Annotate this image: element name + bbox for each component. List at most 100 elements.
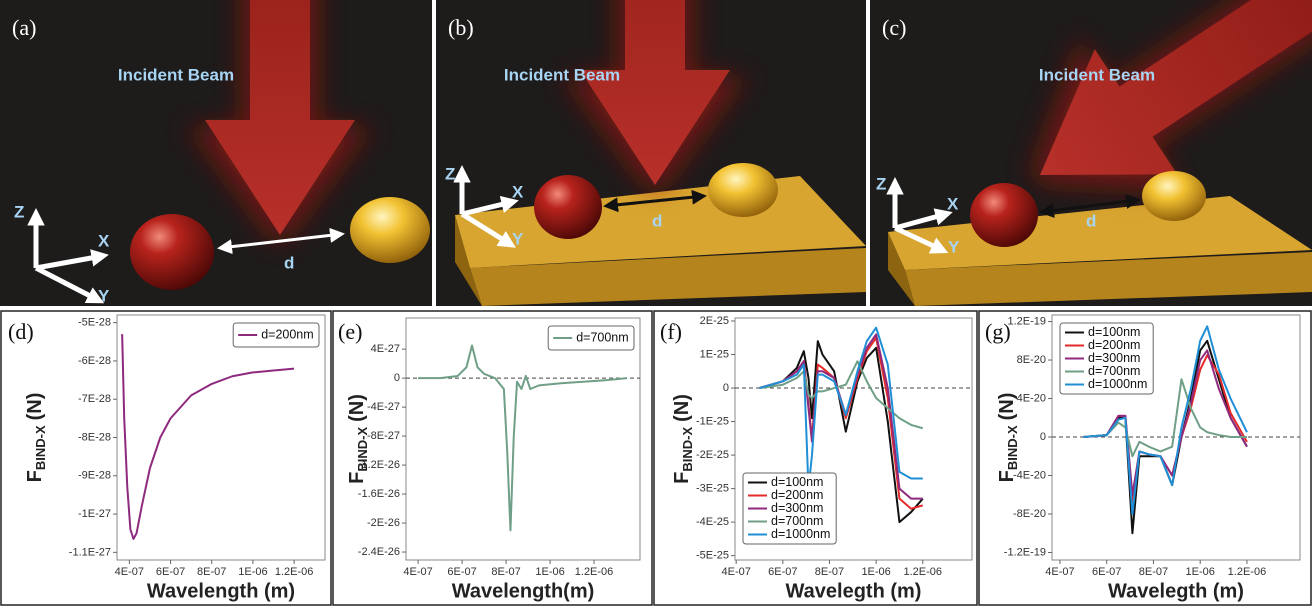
y-tick-label: -2E-26: [367, 517, 400, 529]
x-tick-label: 8E-07: [815, 566, 844, 578]
beam-label: Incident Beam: [504, 65, 620, 84]
x-tick-label: 1E-06: [861, 566, 890, 578]
y-tick-label: -7E-28: [78, 393, 111, 405]
legend: d=200nm: [233, 323, 319, 347]
y-tick-label: -2E-25: [696, 449, 729, 461]
panel-b: Z X Y d Incident Beam (b): [436, 0, 866, 306]
y-axis-label: FBIND-X (N): [24, 393, 48, 483]
legend-label: d=1000nm: [1088, 377, 1147, 391]
y-tick-label: 8E-20: [1017, 354, 1046, 366]
x-tick-label: 6E-07: [768, 566, 797, 578]
axis-x: X: [512, 182, 524, 201]
axis-z: Z: [14, 202, 24, 221]
axis-y: Y: [98, 286, 110, 305]
y-tick-label: 0: [394, 372, 400, 384]
y-tick-label: -2.4E-26: [358, 546, 400, 558]
y-tick-label: -1E-25: [696, 415, 729, 427]
y-tick-label: -5E-25: [696, 550, 729, 562]
x-tick-label: 1E-06: [1186, 566, 1215, 578]
y-tick-label: -3E-25: [696, 483, 729, 495]
legend-label: d=300nm: [771, 501, 823, 515]
gap-label: d: [284, 253, 294, 272]
y-tick-label: -1.2E-19: [1004, 546, 1046, 558]
y-label-symbol: F: [996, 470, 1018, 482]
axis-x: X: [98, 231, 110, 250]
beam-label: Incident Beam: [118, 65, 234, 84]
gold-particle: [1142, 171, 1206, 221]
legend-label: d=700nm: [576, 330, 628, 344]
y-tick-label: -5E-28: [78, 317, 111, 329]
chart: (d) -5E-28 -6E-28 -7E-28 -8E-28 -9E-28 -1E-27 -…: [8, 315, 325, 602]
series-line: [418, 346, 627, 531]
y-label-unit: (N): [346, 394, 368, 422]
beam-label: Incident Beam: [1039, 65, 1155, 84]
panel-a: Z X Y d Incident Beam (a): [0, 0, 432, 306]
x-axis-label: Wavelegth (m): [786, 580, 922, 602]
panel-label: (b): [448, 15, 474, 40]
x-tick-label: 1.2E-06: [904, 566, 943, 578]
series-line: [759, 361, 922, 428]
plot-frame: [117, 315, 325, 560]
legend-label: d=100nm: [771, 475, 823, 489]
x-tick-label: 4E-07: [1045, 566, 1074, 578]
legend-label: d=1000nm: [771, 527, 830, 541]
y-axis-label: FBIND-X (N): [996, 393, 1020, 483]
x-tick-label: 1.2E-06: [1228, 566, 1267, 578]
y-label-subscript: BIND-X: [680, 427, 695, 472]
y-label-subscript: BIND-X: [1005, 425, 1020, 470]
x-tick-label: 8E-07: [1139, 566, 1168, 578]
axis-x: X: [947, 194, 959, 213]
y-axis-label: FBIND-X(N): [346, 394, 370, 484]
y-tick-label: 4E-20: [1017, 392, 1046, 404]
panel-label: (e): [338, 319, 362, 344]
x-tick-label: 4E-07: [403, 566, 432, 578]
y-tick-label: -4E-27: [367, 401, 400, 413]
gold-particle: [350, 197, 430, 263]
y-label-unit: (N): [671, 394, 693, 422]
y-tick-label: -8E-28: [78, 431, 111, 443]
panel-label: (d): [8, 319, 34, 344]
series-line: [122, 334, 294, 539]
y-label-subscript: BIND-X: [33, 425, 48, 470]
y-label-unit: (N): [24, 393, 46, 421]
chart: (g)1.2E-198E-204E-200-4E-20-8E-20-1.2E-1…: [985, 315, 1300, 602]
x-axis-label: Wavelegth (m): [1108, 580, 1244, 602]
y-tick-label: -9E-28: [78, 470, 111, 482]
legend-label: d=300nm: [1088, 351, 1140, 365]
x-tick-label: 8E-07: [491, 566, 520, 578]
red-particle: [130, 214, 214, 290]
gap-label: d: [1086, 211, 1096, 230]
x-tick-label: 6E-07: [447, 566, 476, 578]
axis-y: Y: [512, 229, 524, 248]
y-tick-label: 2E-25: [700, 315, 729, 327]
y-label-symbol: F: [671, 472, 693, 484]
y-tick-label: -1E-27: [78, 508, 111, 520]
legend-label: d=200nm: [1088, 338, 1140, 352]
y-tick-label: -1.6E-26: [358, 488, 400, 500]
legend-label: d=200nm: [771, 488, 823, 502]
y-tick-label: -1.1E-27: [69, 546, 111, 558]
y-tick-label: -8E-27: [367, 430, 400, 442]
legend-label: d=200nm: [261, 327, 313, 341]
x-tick-label: 1.2E-06: [575, 566, 614, 578]
chart: (e)4E-270-4E-27-8E-27-1.2E-26-1.6E-26-2E…: [338, 318, 640, 602]
axis-z: Z: [876, 174, 886, 193]
y-tick-label: 1E-25: [700, 348, 729, 360]
y-tick-label: -6E-28: [78, 355, 111, 367]
y-label-unit: (N): [996, 393, 1018, 421]
x-tick-label: 6E-07: [1092, 566, 1121, 578]
x-axis-label: Wavelength (m): [147, 580, 295, 602]
plot-frame: [406, 318, 640, 560]
legend-label: d=100nm: [1088, 325, 1140, 339]
figure: Z X Y d Incident Beam (a) Z X Y d Incide…: [0, 0, 1312, 606]
y-tick-label: -4E-25: [696, 516, 729, 528]
legend: d=700nm: [548, 326, 634, 350]
panel-label: (f): [660, 319, 682, 344]
y-tick-label: 0: [1040, 431, 1046, 443]
x-tick-label: 1E-06: [238, 566, 267, 578]
y-tick-label: 0: [723, 382, 729, 394]
y-tick-label: 1.2E-19: [1007, 315, 1046, 327]
y-label-symbol: F: [24, 470, 46, 482]
